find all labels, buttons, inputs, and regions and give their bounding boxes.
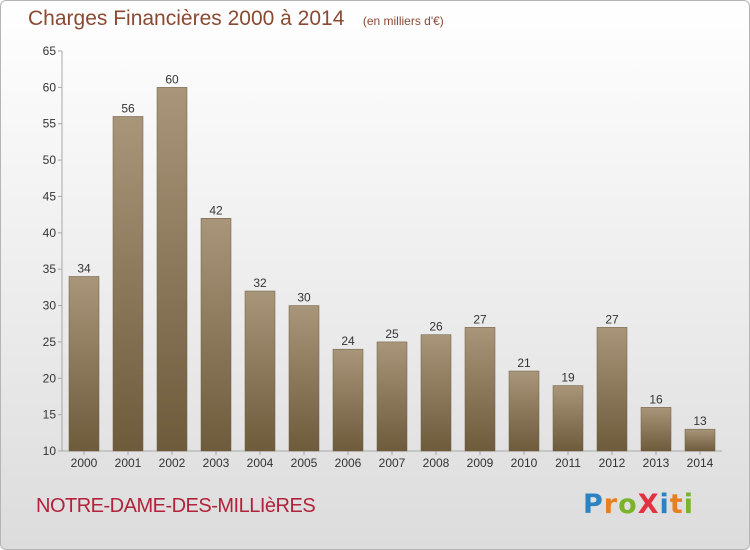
bar-value-label: 13 — [693, 414, 707, 428]
y-tick-label: 30 — [43, 299, 57, 313]
logo-letter: i — [659, 489, 670, 520]
logo-letter: X — [637, 489, 660, 520]
x-tick-label: 2009 — [467, 456, 494, 470]
bar-value-label: 26 — [429, 320, 443, 334]
x-tick-label: 2004 — [247, 456, 274, 470]
logo-letter: o — [618, 489, 638, 520]
commune-name: NOTRE-DAME-DES-MILLIèRES — [36, 495, 316, 517]
x-tick-label: 2000 — [71, 456, 98, 470]
x-tick-label: 2006 — [335, 456, 362, 470]
logo-letter: i — [683, 489, 694, 520]
x-tick-label: 2014 — [687, 456, 714, 470]
y-tick-label: 55 — [43, 117, 57, 131]
logo-letter: r — [603, 489, 619, 520]
x-tick-label: 2003 — [203, 456, 230, 470]
bar-value-label: 32 — [253, 276, 267, 290]
bar — [420, 334, 452, 452]
y-tick-label: 15 — [43, 408, 57, 422]
x-tick-label: 2005 — [291, 456, 318, 470]
y-tick-label: 60 — [43, 80, 57, 94]
bar-value-label: 42 — [209, 203, 223, 217]
x-tick-label: 2012 — [599, 456, 626, 470]
x-tick-label: 2011 — [555, 456, 581, 470]
logo-letter: t — [669, 489, 684, 520]
logo-letter: P — [583, 489, 604, 520]
bar — [376, 341, 408, 452]
bar — [288, 305, 320, 452]
bar — [200, 218, 232, 452]
bar — [464, 327, 496, 452]
chart-subtitle: (en milliers d'€) — [362, 14, 444, 28]
bar — [640, 407, 672, 452]
x-tick-label: 2007 — [379, 456, 406, 470]
bar-value-label: 24 — [341, 334, 355, 348]
y-tick-label: 25 — [43, 335, 57, 349]
x-tick-label: 2008 — [423, 456, 450, 470]
bar-value-label: 27 — [605, 312, 619, 326]
bar-value-label: 27 — [473, 312, 487, 326]
bar — [112, 116, 144, 452]
bar — [552, 385, 584, 452]
bar-value-label: 56 — [121, 101, 135, 115]
bar-value-label: 19 — [561, 371, 575, 385]
bar — [508, 370, 540, 452]
x-tick-label: 2013 — [643, 456, 670, 470]
x-tick-label: 2010 — [511, 456, 538, 470]
bar-value-label: 60 — [165, 72, 179, 86]
bar-value-label: 34 — [77, 261, 91, 275]
bar-value-label: 16 — [649, 392, 663, 406]
bar — [684, 428, 716, 452]
bar — [68, 276, 100, 452]
y-tick-label: 35 — [43, 262, 57, 276]
bar — [596, 327, 628, 452]
proxiti-logo: ProXiti — [583, 489, 694, 520]
bar-value-label: 21 — [517, 356, 531, 370]
x-tick-label: 2002 — [159, 456, 186, 470]
y-tick-label: 40 — [43, 226, 57, 240]
bar-value-label: 30 — [297, 291, 311, 305]
bar — [332, 348, 364, 452]
bar — [156, 87, 188, 452]
bar — [244, 290, 276, 452]
y-tick-label: 45 — [43, 189, 57, 203]
title-row: Charges Financières 2000 à 2014 (en mill… — [28, 7, 444, 31]
chart-title: Charges Financières 2000 à 2014 — [28, 7, 345, 30]
y-tick-label: 10 — [43, 444, 57, 458]
y-tick-label: 65 — [43, 44, 57, 58]
y-tick-label: 50 — [43, 153, 57, 167]
x-tick-label: 2001 — [115, 456, 142, 470]
y-tick-label: 20 — [43, 371, 57, 385]
bar-value-label: 25 — [385, 327, 399, 341]
